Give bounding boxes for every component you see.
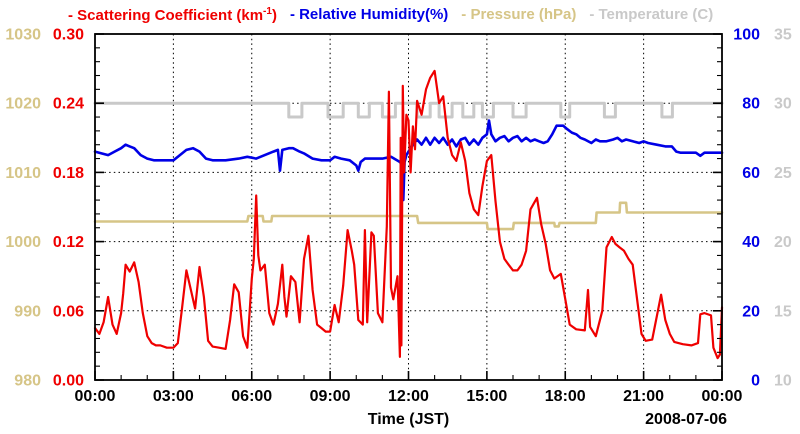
- axis-label-temperature: 30: [774, 96, 792, 113]
- series-scattering-coefficient: [93, 69, 724, 360]
- axis-label-scattering: 0.12: [53, 234, 84, 251]
- x-axis-label: 00:00: [702, 388, 743, 405]
- axis-label-temperature: 20: [774, 234, 792, 251]
- axis-label-pressure: 1010: [5, 165, 41, 182]
- axis-label-pressure: 1000: [5, 234, 41, 251]
- x-axis-label: 21:00: [623, 388, 664, 405]
- axis-label-scattering: 0.30: [53, 27, 84, 44]
- x-axis-label: 06:00: [231, 388, 272, 405]
- axis-label-humidity: 60: [742, 165, 760, 182]
- legend-scattering-coefficient: - Scattering Coefficient (km-1): [68, 6, 277, 24]
- axis-label-humidity: 80: [742, 96, 760, 113]
- series-pressure: [93, 201, 724, 231]
- axis-label-pressure: 980: [14, 373, 41, 390]
- legend-pressure: - Pressure (hPa): [461, 6, 577, 23]
- legend-temperature: - Temperature (C): [589, 6, 714, 23]
- axis-label-scattering: 0.06: [53, 303, 84, 320]
- x-axis-label: 09:00: [310, 388, 351, 405]
- chart-legend: - Scattering Coefficient (km-1) - Relati…: [68, 6, 800, 26]
- axis-label-pressure: 990: [14, 303, 41, 320]
- axis-label-humidity: 100: [733, 27, 760, 44]
- x-axis-label: 12:00: [388, 388, 429, 405]
- legend-superscript: -1: [263, 6, 272, 17]
- axis-label-humidity: 40: [742, 234, 760, 251]
- axis-label-scattering: 0.18: [53, 165, 84, 182]
- x-axis-label: 03:00: [153, 388, 194, 405]
- series-relative-humidity: [93, 119, 724, 202]
- date-label: 2008-07-06: [645, 411, 727, 428]
- axis-label-humidity: 20: [742, 303, 760, 320]
- x-axis-label: 18:00: [545, 388, 586, 405]
- axis-label-scattering: 0.00: [53, 373, 84, 390]
- axis-label-temperature: 10: [774, 373, 792, 390]
- axis-label-humidity: 0: [751, 373, 760, 390]
- series-temperature: [93, 101, 724, 119]
- x-axis-title: Time (JST): [368, 411, 450, 428]
- axis-label-pressure: 1020: [5, 96, 41, 113]
- axis-label-pressure: 1030: [5, 27, 41, 44]
- axis-label-temperature: 15: [774, 303, 792, 320]
- legend-relative-humidity: - Relative Humidity(%): [289, 6, 449, 23]
- x-axis-label: 00:00: [75, 388, 116, 405]
- axis-label-scattering: 0.24: [53, 96, 84, 113]
- axis-label-temperature: 25: [774, 165, 792, 182]
- x-axis-label: 15:00: [466, 388, 507, 405]
- axis-label-temperature: 35: [774, 27, 792, 44]
